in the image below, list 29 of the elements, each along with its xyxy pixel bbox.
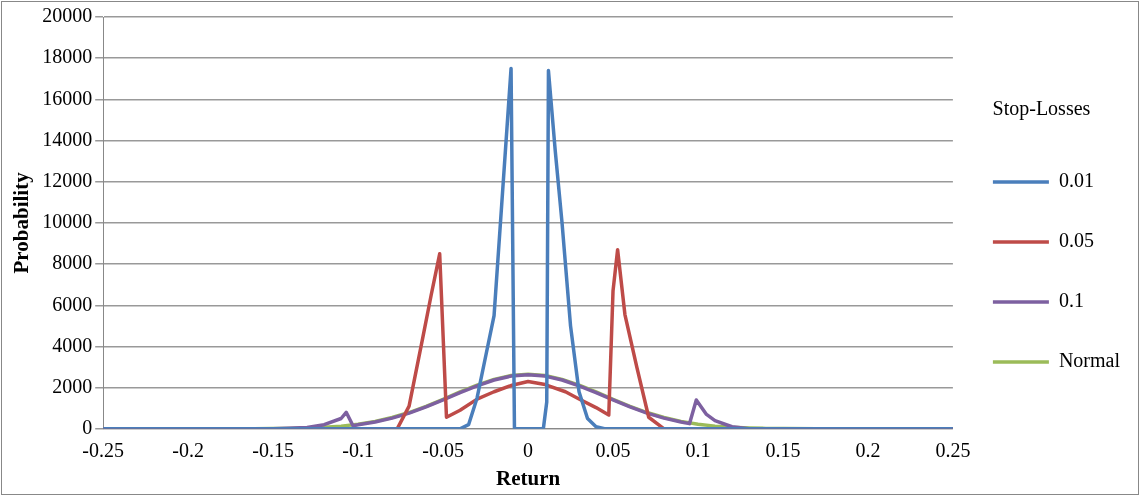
x-tick-label: 0.15 xyxy=(765,439,801,462)
x-tick-label: 0.25 xyxy=(935,439,971,462)
y-tick-label: 16000 xyxy=(42,86,93,109)
y-tick-label: 6000 xyxy=(52,292,93,315)
x-tick-label: 0.2 xyxy=(855,439,881,462)
y-tick-label: 20000 xyxy=(42,4,93,27)
y-tick-label: 14000 xyxy=(42,127,93,150)
legend-title: Stop-Losses xyxy=(992,97,1091,121)
y-tick-label: 2000 xyxy=(52,374,93,397)
y-tick-label: 0 xyxy=(82,416,93,439)
legend-label: 0.05 xyxy=(1058,229,1094,252)
x-tick-label: -0.05 xyxy=(422,439,464,462)
y-tick-label: 10000 xyxy=(42,210,93,233)
y-tick-label: 18000 xyxy=(42,45,93,68)
x-axis-title: Return xyxy=(495,465,561,490)
y-tick-label: 4000 xyxy=(52,333,93,356)
y-axis-title: Probability xyxy=(9,171,34,274)
x-tick-label: 0.1 xyxy=(685,439,711,462)
y-tick-label: 8000 xyxy=(52,251,93,274)
x-tick-label: -0.25 xyxy=(82,439,125,462)
x-tick-label: -0.1 xyxy=(342,439,374,462)
x-tick-label: -0.2 xyxy=(172,439,205,462)
x-tick-label: -0.15 xyxy=(252,439,294,462)
x-tick-label: 0 xyxy=(523,439,534,462)
legend-label: 0.01 xyxy=(1058,169,1094,192)
legend-label: 0.1 xyxy=(1058,289,1084,312)
legend-label: Normal xyxy=(1058,349,1121,372)
y-tick-label: 12000 xyxy=(42,168,93,191)
x-tick-label: 0.05 xyxy=(595,439,631,462)
